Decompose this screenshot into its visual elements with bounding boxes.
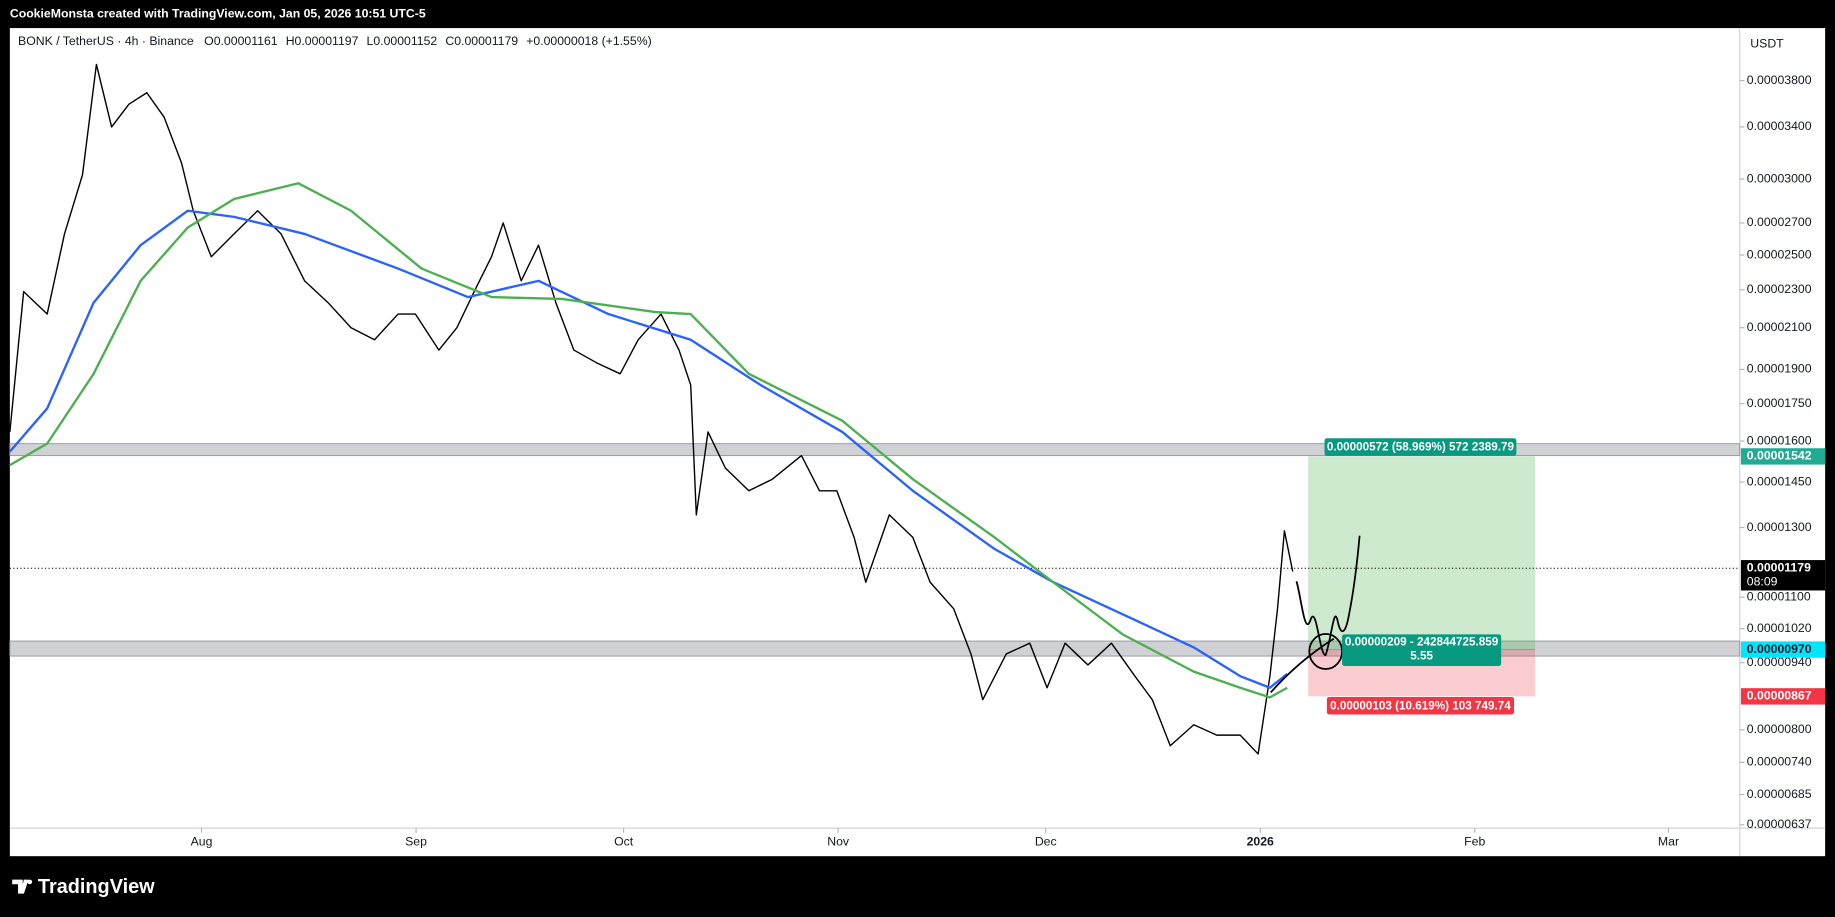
open: O0.00001161 — [204, 34, 278, 48]
price-label-box — [1740, 560, 1826, 591]
y-tick-label: 0.00002100 — [1747, 320, 1812, 334]
y-tick-label: 0.00002700 — [1747, 215, 1812, 229]
price-label: 0.00000867 — [1747, 689, 1812, 703]
overlay: 0.00000572 (58.969%) 572 2389.79 0.000002… — [1324, 438, 1826, 715]
x-tick-label: Aug — [191, 834, 213, 848]
y-tick-label: 0.00001100 — [1747, 589, 1811, 603]
entry-label-box — [1342, 634, 1502, 666]
x-tick-label: Nov — [827, 834, 850, 848]
entry-label: 0.00000209 - 242844725.859 — [1345, 636, 1499, 649]
x-tick-label: Dec — [1035, 834, 1057, 848]
y-tick-label: 0.00003800 — [1747, 73, 1812, 87]
axis-unit: USDT — [1750, 37, 1784, 51]
y-tick-label: 0.00000940 — [1747, 655, 1812, 669]
y-tick-label: 0.00001300 — [1747, 520, 1812, 534]
series-line — [9, 63, 1294, 755]
y-tick-label: 0.00003000 — [1747, 171, 1812, 185]
target-label-box — [1324, 438, 1517, 456]
logo-icon — [12, 879, 33, 894]
symbol: BONK / TetherUS · 4h · Binance — [18, 34, 194, 48]
y-tick-label: 0.00001600 — [1747, 433, 1812, 447]
price-label-box — [1740, 641, 1826, 658]
y-tick-label: 0.00002300 — [1747, 282, 1812, 296]
logo: TradingView — [12, 876, 155, 898]
y-tick-label: 0.00001020 — [1747, 621, 1812, 635]
price-label-box — [1740, 688, 1826, 705]
price-label: 0.00001179 — [1747, 561, 1811, 575]
y-tick-label: 0.00000685 — [1747, 787, 1812, 801]
x-tick-label: Sep — [405, 834, 427, 848]
stop-label-box — [1326, 696, 1515, 715]
projection-sketch — [1295, 535, 1361, 656]
x-tick-label: Mar — [1658, 834, 1679, 848]
y-tick-label: 0.00000637 — [1747, 817, 1812, 831]
logo-text: TradingView — [38, 876, 155, 898]
close: C0.00001179 — [445, 34, 518, 48]
low: L0.00001152 — [367, 34, 438, 48]
y-tick-label: 0.00001900 — [1747, 362, 1812, 376]
high: H0.00001197 — [286, 34, 359, 48]
x-tick-label: Feb — [1464, 834, 1485, 848]
price-label-box — [1740, 448, 1826, 465]
series-line — [8, 209, 1288, 689]
price-label: 0.00001542 — [1747, 449, 1812, 463]
chart-pane — [9, 28, 1826, 857]
y-tick-label: 0.00003400 — [1747, 119, 1812, 133]
y-tick-label: 0.00002500 — [1747, 247, 1812, 261]
y-tick-label: 0.00000740 — [1747, 755, 1812, 769]
y-tick-label: 0.00000800 — [1747, 722, 1812, 736]
series-line — [9, 182, 1288, 699]
countdown: 08:09 — [1747, 575, 1778, 589]
y-tick-label: 0.00001450 — [1747, 474, 1812, 488]
projection-sketch — [1270, 637, 1335, 694]
zone — [9, 640, 1741, 657]
y-tick-label: 0.00001750 — [1747, 396, 1812, 410]
target-label: 0.00000572 (58.969%) 572 2389.79 — [1327, 441, 1515, 454]
attribution: CookieMonsta created with TradingView.co… — [10, 6, 426, 20]
plot: 0.00003800 0.00003400 0.00003000 0.00002700… — [8, 63, 1812, 848]
change: +0.00000018 (+1.55%) — [526, 34, 651, 48]
legend: BONK / TetherUS · 4h · Binance O0.000011… — [18, 34, 652, 48]
x-tick-label: Oct — [614, 834, 634, 848]
price-label: 0.00000970 — [1747, 642, 1812, 656]
entry-label: 5.55 — [1410, 650, 1433, 663]
x-tick-label: 2026 — [1247, 834, 1274, 848]
zone — [9, 443, 1741, 457]
profit-zone — [1308, 456, 1536, 650]
stop-label: 0.00000103 (10.619%) 103 749.74 — [1330, 699, 1511, 712]
